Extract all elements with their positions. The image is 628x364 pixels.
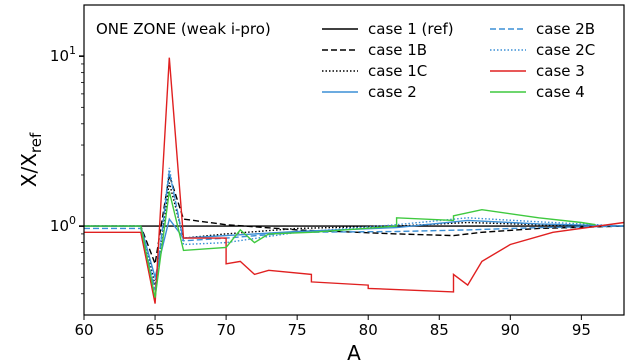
y-axis: 100 101 bbox=[50, 44, 84, 295]
x-axis-label: A bbox=[347, 341, 361, 364]
series-line-2 bbox=[84, 174, 625, 267]
y-tick-label: 101 bbox=[50, 44, 76, 65]
legend-label: case 3 bbox=[536, 62, 585, 80]
x-tick-label: 65 bbox=[146, 321, 165, 339]
series-line-7 bbox=[84, 57, 625, 304]
y-axis-label-base: X/X bbox=[17, 153, 41, 187]
legend-label: case 2B bbox=[536, 20, 595, 38]
x-tick-label: 70 bbox=[217, 321, 236, 339]
legend-label: case 2C bbox=[536, 41, 595, 59]
legend-label: case 1B bbox=[368, 41, 427, 59]
x-tick-label: 75 bbox=[288, 321, 307, 339]
legend: case 1 (ref) case 1B case 1C case 2 case 2B c… bbox=[322, 20, 595, 101]
legend-label: case 2 bbox=[368, 83, 417, 101]
x-tick-label: 95 bbox=[572, 321, 591, 339]
x-tick-label: 85 bbox=[430, 321, 449, 339]
plot-frame bbox=[83, 4, 625, 316]
x-axis: 60 65 70 75 80 85 90 95 bbox=[74, 315, 591, 339]
y-tick-label: 100 bbox=[50, 214, 76, 235]
x-tick-label: 80 bbox=[359, 321, 378, 339]
y-axis-label: X/Xref bbox=[17, 132, 45, 187]
series-layer bbox=[84, 57, 625, 304]
series-line-5 bbox=[84, 171, 625, 291]
series-line-8 bbox=[84, 191, 596, 298]
legend-label: case 1C bbox=[368, 62, 427, 80]
legend-label: case 1 (ref) bbox=[368, 20, 454, 38]
x-tick-label: 90 bbox=[501, 321, 520, 339]
annotation: ONE ZONE (weak i-pro) bbox=[96, 20, 271, 38]
series-line-4 bbox=[84, 217, 625, 281]
legend-label: case 4 bbox=[536, 83, 585, 101]
x-tick-label: 60 bbox=[74, 321, 93, 339]
y-axis-label-main: X/Xref bbox=[17, 132, 45, 187]
y-axis-label-subscript: ref bbox=[27, 132, 45, 153]
